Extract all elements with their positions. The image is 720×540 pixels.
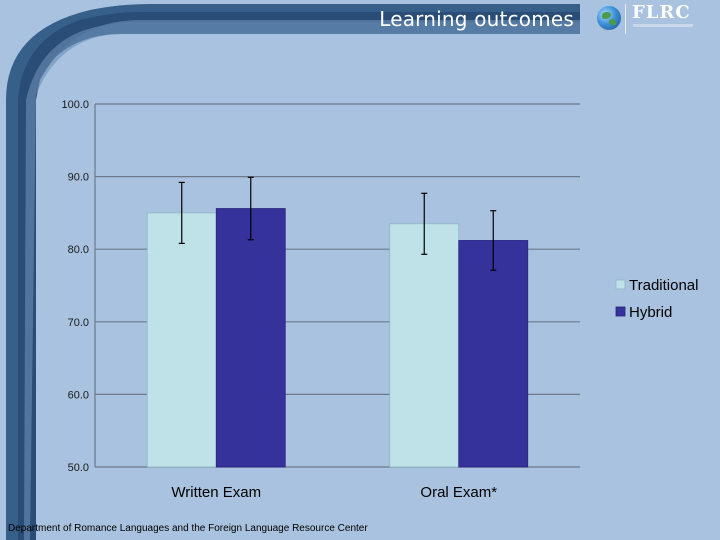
y-tick-label: 50.0 [68, 462, 89, 474]
bar-traditional [146, 212, 217, 468]
bars [146, 208, 529, 468]
globe-icon [597, 6, 621, 30]
legend-label: Hybrid [629, 304, 672, 321]
y-tick-labels: 50.0 60.0 70.0 80.0 90.0 100.0 [61, 99, 89, 474]
error-bars [178, 176, 497, 271]
logo-divider [625, 4, 626, 34]
category-labels: Written Exam Oral Exam* [171, 484, 497, 501]
y-tick-label: 100.0 [61, 99, 89, 111]
logo-subtext-mark [633, 24, 693, 27]
legend: Traditional Hybrid [615, 277, 698, 321]
y-tick-label: 60.0 [68, 389, 89, 401]
legend-label: Traditional [629, 277, 698, 294]
bar-hybrid [215, 208, 286, 468]
logo-text: FLRC [632, 2, 691, 23]
footer-text: Department of Romance Languages and the … [8, 523, 368, 534]
y-tick-label: 80.0 [68, 244, 89, 256]
category-label: Oral Exam* [420, 484, 497, 501]
legend-swatch-traditional [615, 279, 626, 290]
bar-traditional [389, 223, 460, 468]
y-tick-label: 90.0 [68, 172, 89, 184]
category-label: Written Exam [171, 484, 261, 501]
y-tick-label: 70.0 [68, 317, 89, 329]
legend-swatch-hybrid [615, 306, 626, 317]
slide-title: Learning outcomes [379, 7, 574, 31]
bar-hybrid [458, 240, 529, 468]
